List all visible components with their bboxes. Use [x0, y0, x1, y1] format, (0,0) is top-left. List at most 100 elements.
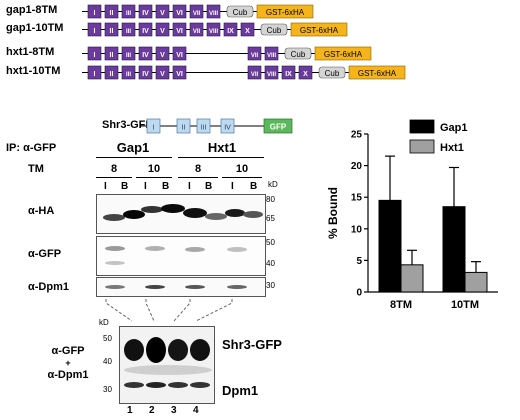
tm-segment [104, 4, 119, 19]
blot-lower [119, 326, 215, 404]
lane-number-1: 1 [127, 405, 133, 416]
cub-label: Cub [325, 69, 340, 78]
band-shr3-lane1 [124, 339, 144, 361]
band-gfp-lower-lane1 [105, 261, 125, 265]
tm-segment-label: V [160, 71, 165, 78]
tm-segment [172, 22, 187, 37]
ha-marker-80: 80 [266, 195, 275, 204]
tm-segment-label: VI [176, 10, 183, 17]
band-dpm1-lower-lane4 [190, 382, 210, 388]
fraction-label-6: B [205, 181, 213, 192]
lower-antibody-line-3: α-Dpm1 [47, 369, 89, 381]
blot-gfp [96, 236, 266, 276]
tm-segment-label: VIII [209, 29, 218, 35]
tm-segment-label: II [110, 71, 114, 78]
tm-segment [87, 4, 102, 19]
lane-number-2: 2 [149, 405, 155, 416]
shr3-tm-segment [196, 118, 211, 134]
tm-segment-label: VII [193, 29, 201, 35]
band-ha-lane4 [161, 204, 185, 213]
bar-gap1-8tm [378, 199, 402, 293]
gst-ha-tag [348, 65, 406, 80]
gst-ha-label: GST-6xHA [358, 69, 397, 78]
tm-segment-label: VI [176, 52, 183, 59]
tm-segment-label: IX [285, 71, 292, 78]
band-shr3-lane2 [146, 337, 166, 363]
fraction-label-8: B [250, 181, 258, 192]
antibody-label-ha: α-HA [28, 205, 55, 217]
band-ha-lane8 [243, 211, 263, 218]
shr3-tm-label: IV [224, 125, 231, 132]
construct-name-gap1-8tm: gap1-8TM [6, 4, 58, 16]
tm-segment [87, 65, 102, 80]
cub-label: Cub [267, 26, 282, 35]
band-ha-lane5 [183, 208, 207, 218]
group-label-gap1: Gap1 [116, 140, 150, 155]
construct-gap1-8tm: I II III IV V VI VII VIII Cub GST-6xHA [82, 4, 314, 19]
tm-segment-label: IV [142, 52, 149, 59]
band-dpm1-lane5 [185, 285, 205, 289]
band-gfp-lane7 [227, 247, 247, 252]
tm-underline-1 [96, 177, 132, 178]
lower-kd-label: kD [99, 318, 109, 327]
lower-band-label-dpm1: Dpm1 [222, 383, 259, 398]
tm-value-2: 10 [147, 163, 161, 175]
tm-segment-label: VIII [209, 11, 218, 17]
tm-segment-label: II [110, 28, 114, 35]
tm-segment-label: II [110, 10, 114, 17]
tm-segment [138, 46, 153, 61]
gfp-tag [263, 118, 293, 134]
tm-segment-label: V [160, 10, 165, 17]
gfp-marker-40: 40 [266, 259, 275, 268]
group-underline-gap1 [96, 157, 172, 158]
fraction-label-4: B [162, 181, 170, 192]
tm-segment [247, 46, 262, 61]
kd-label: kD [268, 180, 278, 189]
construct-name-hxt1-8tm: hxt1-8TM [6, 46, 55, 58]
tm-segment [189, 22, 204, 37]
shr3-tm-segment [220, 118, 235, 134]
band-ha-lane2 [123, 210, 145, 219]
tm-segment [104, 65, 119, 80]
tm-segment [206, 4, 221, 19]
tm-underline-2 [136, 177, 172, 178]
shr3-tm-segment [176, 118, 191, 134]
shr3-construct: I II III IV GFP [140, 118, 293, 134]
lower-marker-40: 40 [103, 357, 112, 366]
lane-number-3: 3 [171, 405, 177, 416]
tm-segment [155, 65, 170, 80]
cub-domain [226, 5, 254, 18]
tm-underline-3 [178, 177, 218, 178]
tm-segment [155, 22, 170, 37]
y-tick-label: 10 [351, 224, 363, 235]
tm-segment-label: VIII [267, 72, 276, 78]
tm-segment-label: V [160, 52, 165, 59]
bound-bar-chart: 0 5 10 15 20 25 % Bound 8TM 10TM Gap1 Hxt1 [326, 119, 498, 311]
tm-segment-label: IV [142, 10, 149, 17]
tm-segment-label: II [110, 52, 114, 59]
tm-segment-label: I [94, 10, 96, 17]
tm-segment [172, 46, 187, 61]
tm-segment-label: IV [142, 28, 149, 35]
band-smear-lower [124, 365, 212, 375]
cub-domain [284, 47, 312, 60]
tm-segment [121, 65, 136, 80]
fraction-label-1: I [104, 181, 107, 192]
dpm1-marker-30: 30 [266, 281, 275, 290]
tm-segment-label: I [94, 71, 96, 78]
shr3-tm-label: I [153, 125, 155, 132]
tm-segment-label: X [303, 71, 308, 78]
tm-segment [223, 22, 238, 37]
y-tick-label: 15 [351, 193, 363, 204]
band-dpm1-lane7 [227, 285, 247, 289]
tm-segment [240, 22, 255, 37]
gst-ha-label: GST-6xHA [266, 8, 305, 17]
bar-hxt1-10tm [464, 271, 488, 293]
tm-segment [121, 4, 136, 19]
band-dpm1-lane3 [145, 285, 165, 289]
tm-segment [155, 4, 170, 19]
tm-value-1: 8 [110, 163, 118, 175]
tm-segment-label: X [245, 28, 250, 35]
shr3-diagram: I II III IV GFP [140, 118, 293, 134]
group-underline-hxt1 [178, 157, 264, 158]
